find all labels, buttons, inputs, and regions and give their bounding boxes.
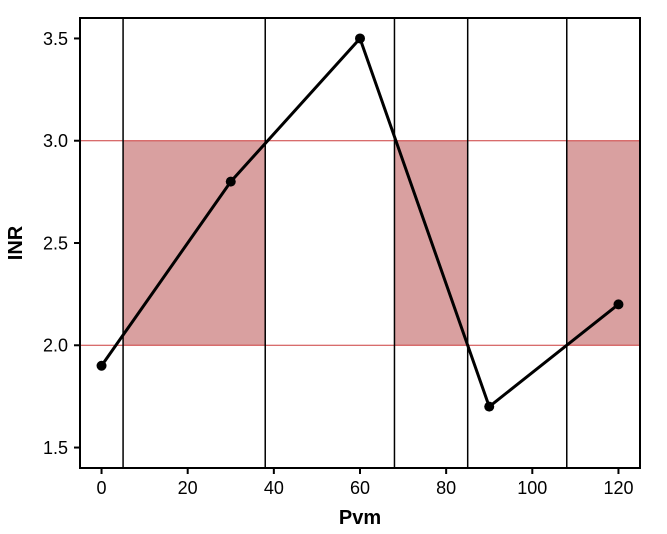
x-tick-label: 100 [517, 478, 547, 498]
inr-vs-pvm-chart: 0 20 40 60 80 100 120 1.5 2.0 2.5 3.0 3.5 Pvm INR [0, 0, 667, 534]
x-tick-label: 80 [436, 478, 456, 498]
y-tick-label: 3.5 [43, 29, 68, 49]
y-tick-label: 2.0 [43, 336, 68, 356]
y-axis-label: INR [5, 225, 27, 260]
x-axis-label: Pvm [339, 507, 381, 529]
x-tick-label: 40 [264, 478, 284, 498]
x-tick-label: 60 [350, 478, 370, 498]
y-tick-label: 1.5 [43, 438, 68, 458]
y-tick-label: 3.0 [43, 131, 68, 151]
x-tick-label: 120 [603, 478, 633, 498]
y-tick-label: 2.5 [43, 233, 68, 253]
chart-svg: 0 20 40 60 80 100 120 1.5 2.0 2.5 3.0 3.5 Pvm INR [0, 0, 667, 534]
x-tick-label: 0 [97, 478, 107, 498]
x-tick-label: 20 [178, 478, 198, 498]
